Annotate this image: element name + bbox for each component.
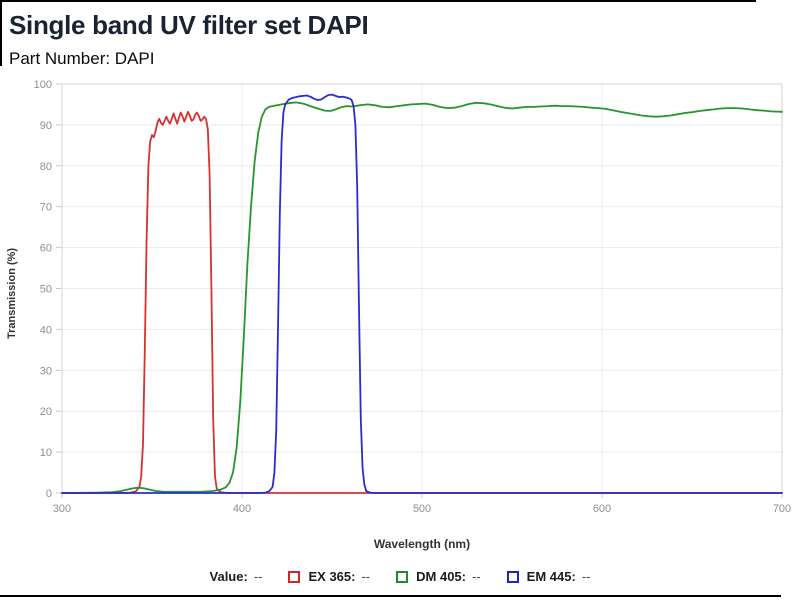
legend-item-dm-405[interactable]: DM 405: -- <box>396 569 481 584</box>
legend-value-label: Value: <box>209 569 248 584</box>
legend-item-value: -- <box>361 569 371 584</box>
legend-value-readout: Value: -- <box>210 569 263 584</box>
y-tick-label: 50 <box>40 284 52 296</box>
window-border-top <box>0 0 756 2</box>
legend-value: -- <box>253 569 263 584</box>
legend-item-value: -- <box>581 569 591 584</box>
part-number-subtitle: Part Number: DAPI <box>9 49 155 68</box>
axis-ticks: 0 10 20 30 40 50 60 70 80 90 100 300 400 500 600 700 <box>34 79 792 515</box>
series-line-em-445 <box>61 93 783 494</box>
x-tick-label: 400 <box>233 503 251 515</box>
y-tick-label: 10 <box>40 447 52 459</box>
y-tick-label: 90 <box>40 120 52 132</box>
y-tick-label: 30 <box>40 365 52 377</box>
legend-item-em-445[interactable]: EM 445: -- <box>506 569 591 584</box>
x-tick-label: 300 <box>53 503 71 515</box>
y-tick-label: 80 <box>40 161 52 173</box>
window-border-bottom <box>0 595 781 597</box>
em-445-swatch-icon <box>506 570 519 583</box>
y-tick-label: 40 <box>40 324 52 336</box>
legend-item-ex-365[interactable]: EX 365: -- <box>288 569 370 584</box>
series-line-dm-405 <box>61 101 783 494</box>
x-tick-label: 700 <box>773 503 791 515</box>
series-line-ex-365 <box>61 110 783 494</box>
y-tick-label: 60 <box>40 243 52 255</box>
x-tick-label: 600 <box>593 503 611 515</box>
window-border-left <box>0 0 2 66</box>
legend-item-label: EM 445: <box>526 569 576 584</box>
y-tick-label: 20 <box>40 406 52 418</box>
y-tick-label: 0 <box>46 488 52 500</box>
legend-item-value: -- <box>472 569 481 584</box>
y-tick-label: 100 <box>34 79 52 91</box>
y-tick-label: 70 <box>40 202 52 214</box>
chart-legend: Value: -- EX 365: -- DM 405: -- EM 445: … <box>0 569 800 584</box>
dm-405-swatch-icon <box>396 570 409 583</box>
ex-365-swatch-icon <box>288 570 301 583</box>
page-title: Single band UV filter set DAPI <box>9 10 369 40</box>
x-tick-label: 500 <box>413 503 431 515</box>
legend-item-label: EX 365: <box>308 569 356 584</box>
y-axis-label: Transmission (%) <box>6 247 18 339</box>
legend-item-label: DM 405: <box>416 569 466 584</box>
x-axis-label: Wavelength (nm) <box>373 537 471 551</box>
